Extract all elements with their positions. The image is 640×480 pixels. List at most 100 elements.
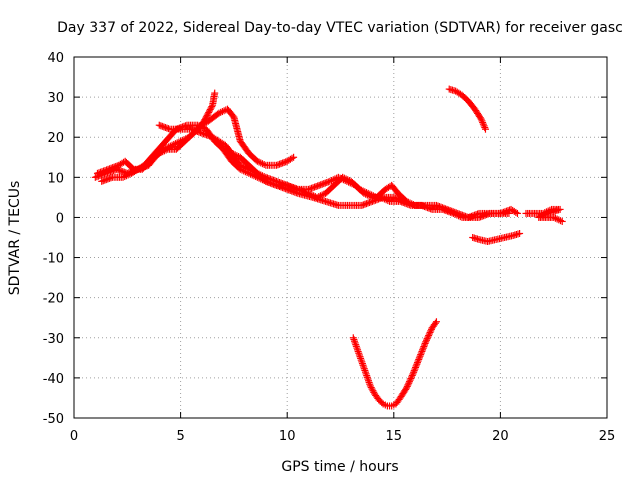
- data-point-dense: [170, 140, 178, 148]
- data-point-dense: [364, 375, 372, 383]
- data-point: [211, 89, 219, 97]
- data-point-dense: [476, 114, 484, 122]
- data-point-dense: [379, 194, 387, 202]
- data-point: [422, 338, 430, 346]
- data-point-dense: [365, 378, 373, 386]
- y-tick-label: -10: [43, 252, 64, 267]
- chart-title: Day 337 of 2022, Sidereal Day-to-day VTE…: [57, 20, 623, 36]
- data-point-dense: [329, 176, 337, 184]
- data-point-dense: [355, 349, 363, 357]
- grid-lines: [74, 57, 607, 418]
- data-point: [253, 157, 261, 165]
- data-point-dense: [197, 123, 205, 131]
- data-point: [194, 121, 202, 129]
- data-point-dense: [240, 163, 248, 171]
- data-point: [343, 177, 351, 185]
- data-point-dense: [426, 328, 434, 336]
- plot-frame: [73, 56, 608, 419]
- data-point-dense: [406, 376, 414, 384]
- data-point-dense: [345, 178, 353, 186]
- data-point-dense: [122, 172, 130, 180]
- data-point-dense: [422, 336, 430, 344]
- data-point: [513, 209, 521, 217]
- data-point-dense: [408, 371, 416, 379]
- x-tick-label: 20: [492, 429, 509, 444]
- data-point: [432, 318, 440, 326]
- data-point-dense: [346, 179, 354, 187]
- data-point: [360, 189, 368, 197]
- data-point-dense: [367, 384, 375, 392]
- y-tick-label: 30: [47, 91, 64, 106]
- data-point-dense: [328, 177, 336, 185]
- x-tick-label: 10: [279, 429, 296, 444]
- data-point-dense: [366, 380, 374, 388]
- data-point-dense: [414, 357, 422, 365]
- data-point: [550, 213, 558, 221]
- data-point-dense: [126, 170, 134, 178]
- y-tick-label: -20: [43, 292, 64, 307]
- data-point-dense: [420, 343, 428, 351]
- data-point-dense: [255, 158, 263, 166]
- data-point: [253, 169, 261, 177]
- data-point-dense: [247, 166, 255, 174]
- data-point-dense: [238, 162, 246, 170]
- data-point-dense: [308, 191, 316, 199]
- y-tick-label: -40: [43, 372, 64, 387]
- data-point: [215, 109, 223, 117]
- data-point-dense: [171, 140, 179, 148]
- data-point-dense: [419, 344, 427, 352]
- data-point-dense: [555, 216, 563, 224]
- x-tick-label: 5: [176, 429, 184, 444]
- data-point-dense: [318, 191, 326, 199]
- x-tick-label: 25: [599, 429, 616, 444]
- data-point-dense: [354, 348, 362, 356]
- data-point-dense: [421, 341, 429, 349]
- data-point-dense: [405, 378, 413, 386]
- data-point-dense: [421, 339, 429, 347]
- data-point-dense: [384, 197, 392, 205]
- data-point-dense: [338, 175, 346, 183]
- y-tick-label: 10: [47, 171, 64, 186]
- data-point-dense: [404, 381, 412, 389]
- x-axis-label: GPS time / hours: [281, 459, 398, 475]
- data-point-dense: [382, 196, 390, 204]
- data-point: [403, 384, 411, 392]
- data-point-dense: [250, 168, 258, 176]
- data-point-dense: [416, 352, 424, 360]
- data-point-dense: [360, 365, 368, 373]
- data-point-dense: [425, 332, 433, 340]
- data-point-dense: [413, 360, 421, 368]
- data-point-dense: [252, 169, 260, 177]
- data-point-dense: [360, 363, 368, 371]
- data-point-dense: [208, 103, 216, 111]
- data-point-dense: [363, 191, 371, 199]
- data-point-dense: [417, 351, 425, 359]
- data-point: [168, 141, 176, 149]
- data-point: [477, 115, 485, 123]
- data-point-dense: [365, 192, 373, 200]
- data-point-dense: [363, 373, 371, 381]
- data-point-dense: [358, 360, 366, 368]
- data-point-dense: [424, 333, 432, 341]
- data-point-dense: [331, 175, 339, 183]
- data-point-dense: [260, 173, 268, 181]
- y-tick-label: 0: [56, 211, 64, 226]
- data-point-dense: [336, 174, 344, 182]
- data-point-dense: [124, 171, 132, 179]
- data-point-dense: [378, 399, 386, 407]
- data-point-dense: [418, 347, 426, 355]
- data-point-dense: [405, 379, 413, 387]
- data-point-dense: [419, 346, 427, 354]
- data-point-dense: [410, 368, 418, 376]
- data-point-dense: [355, 351, 363, 359]
- data-point: [245, 165, 253, 173]
- data-point-dense: [229, 112, 237, 120]
- data-point-dense: [199, 124, 207, 132]
- data-point-dense: [361, 366, 369, 374]
- data-point-dense: [431, 319, 439, 327]
- y-tick-label: 20: [47, 131, 64, 146]
- data-point-dense: [218, 108, 226, 116]
- data-point: [362, 370, 370, 378]
- data-point-dense: [478, 117, 486, 125]
